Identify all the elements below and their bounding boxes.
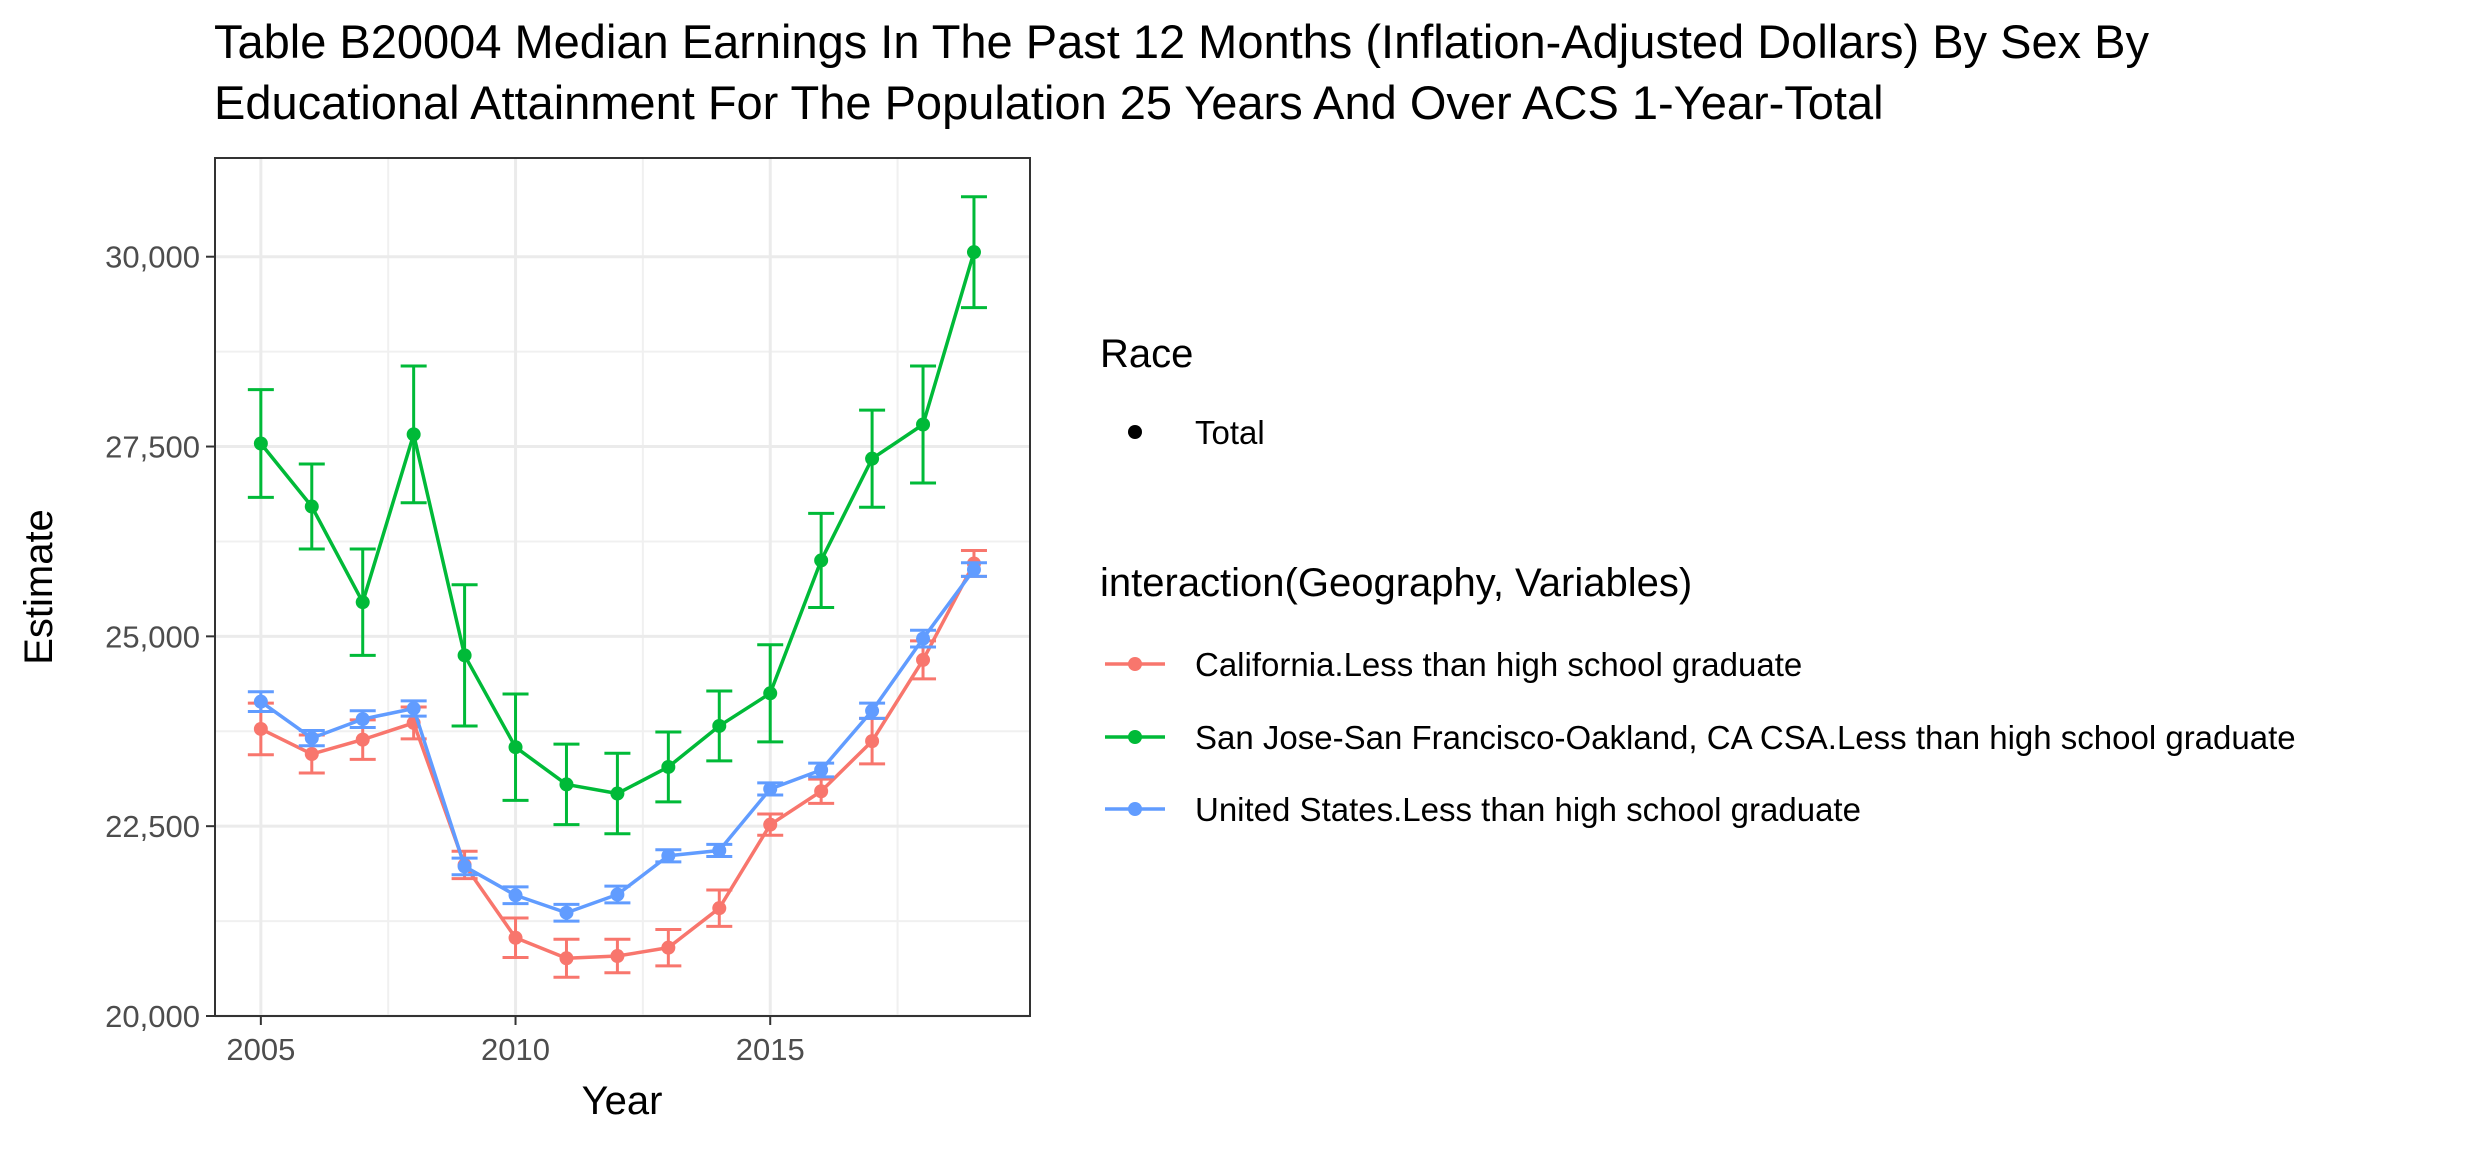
y-tick-label: 27,500 (105, 430, 200, 465)
y-tick-label: 25,000 (105, 619, 200, 654)
data-point (763, 686, 778, 701)
data-point (916, 652, 931, 667)
data-point (661, 848, 676, 863)
legend-shape-title: Race (1100, 332, 1193, 376)
x-tick-label: 2005 (226, 1032, 295, 1067)
plot-panel (214, 157, 1031, 1018)
data-point (661, 940, 676, 955)
x-tick-label: 2015 (736, 1032, 805, 1067)
data-point (559, 777, 574, 792)
legend-key-point (1128, 657, 1142, 671)
data-point (304, 747, 319, 762)
data-point (610, 786, 625, 801)
x-axis-title: Year (582, 1079, 663, 1123)
data-point (304, 731, 319, 746)
legend-color-title: interaction(Geography, Variables) (1100, 561, 1692, 605)
x-axis: 2005 2010 2015 (226, 1016, 805, 1067)
data-point (865, 703, 880, 718)
data-point (814, 553, 829, 568)
data-point (508, 740, 523, 755)
legend-shape-key-total (1128, 425, 1142, 439)
panel-border (214, 157, 1031, 1017)
data-point (559, 951, 574, 966)
series-united-states-less-than-high-school-grad (247, 561, 987, 923)
y-axis-title: Estimate (17, 509, 61, 665)
data-point (610, 949, 625, 964)
data-point (253, 436, 268, 451)
data-point (865, 451, 880, 466)
legend-key-point (1128, 802, 1142, 816)
panel-background (215, 158, 1030, 1016)
data-point (661, 759, 676, 774)
data-point (355, 712, 370, 727)
data-point (916, 631, 931, 646)
legend-shape-label-total: Total (1195, 414, 1265, 451)
data-point (508, 930, 523, 945)
data-point (712, 843, 727, 858)
y-tick-label: 20,000 (105, 999, 200, 1034)
data-point (355, 732, 370, 747)
legend: Race Total interaction(Geography, Variab… (1100, 332, 2296, 828)
legend-label-san-jose-san-francisco-oakland-ca-csa-le: San Jose-San Francisco-Oakland, CA CSA.L… (1195, 719, 2296, 756)
data-point (253, 721, 268, 736)
data-point (508, 888, 523, 903)
data-point (814, 762, 829, 777)
y-axis: 20,000 22,500 25,000 27,500 30,000 (105, 240, 215, 1034)
data-point (916, 417, 931, 432)
data-point (610, 887, 625, 902)
data-point (966, 562, 981, 577)
data-point (865, 734, 880, 749)
data-point (712, 718, 727, 733)
data-point (763, 817, 778, 832)
data-point (966, 245, 981, 260)
data-point (406, 701, 421, 716)
chart-title: Table B20004 Median Earnings In The Past… (214, 15, 2150, 68)
data-point (457, 648, 472, 663)
data-point (253, 694, 268, 709)
legend-label-california-less-than-high-school-graduat: California.Less than high school graduat… (1195, 646, 1802, 683)
data-point (763, 781, 778, 796)
series-san-jose-san-francisco-oakland-ca-csa-le (247, 195, 987, 836)
y-tick-label: 22,500 (105, 809, 200, 844)
legend-color-entries: California.Less than high school graduat… (1105, 646, 2296, 828)
data-point (406, 427, 421, 442)
data-point (304, 499, 319, 514)
data-point (559, 905, 574, 920)
data-point (814, 784, 829, 799)
data-point (712, 901, 727, 916)
data-point (355, 595, 370, 610)
legend-label-united-states-less-than-high-school-grad: United States.Less than high school grad… (1195, 791, 1861, 828)
chart-subtitle: Educational Attainment For The Populatio… (214, 76, 1884, 129)
y-tick-label: 30,000 (105, 240, 200, 275)
series-layer (247, 195, 987, 979)
data-point (457, 859, 472, 874)
legend-key-point (1128, 730, 1142, 744)
x-tick-label: 2010 (481, 1032, 550, 1067)
